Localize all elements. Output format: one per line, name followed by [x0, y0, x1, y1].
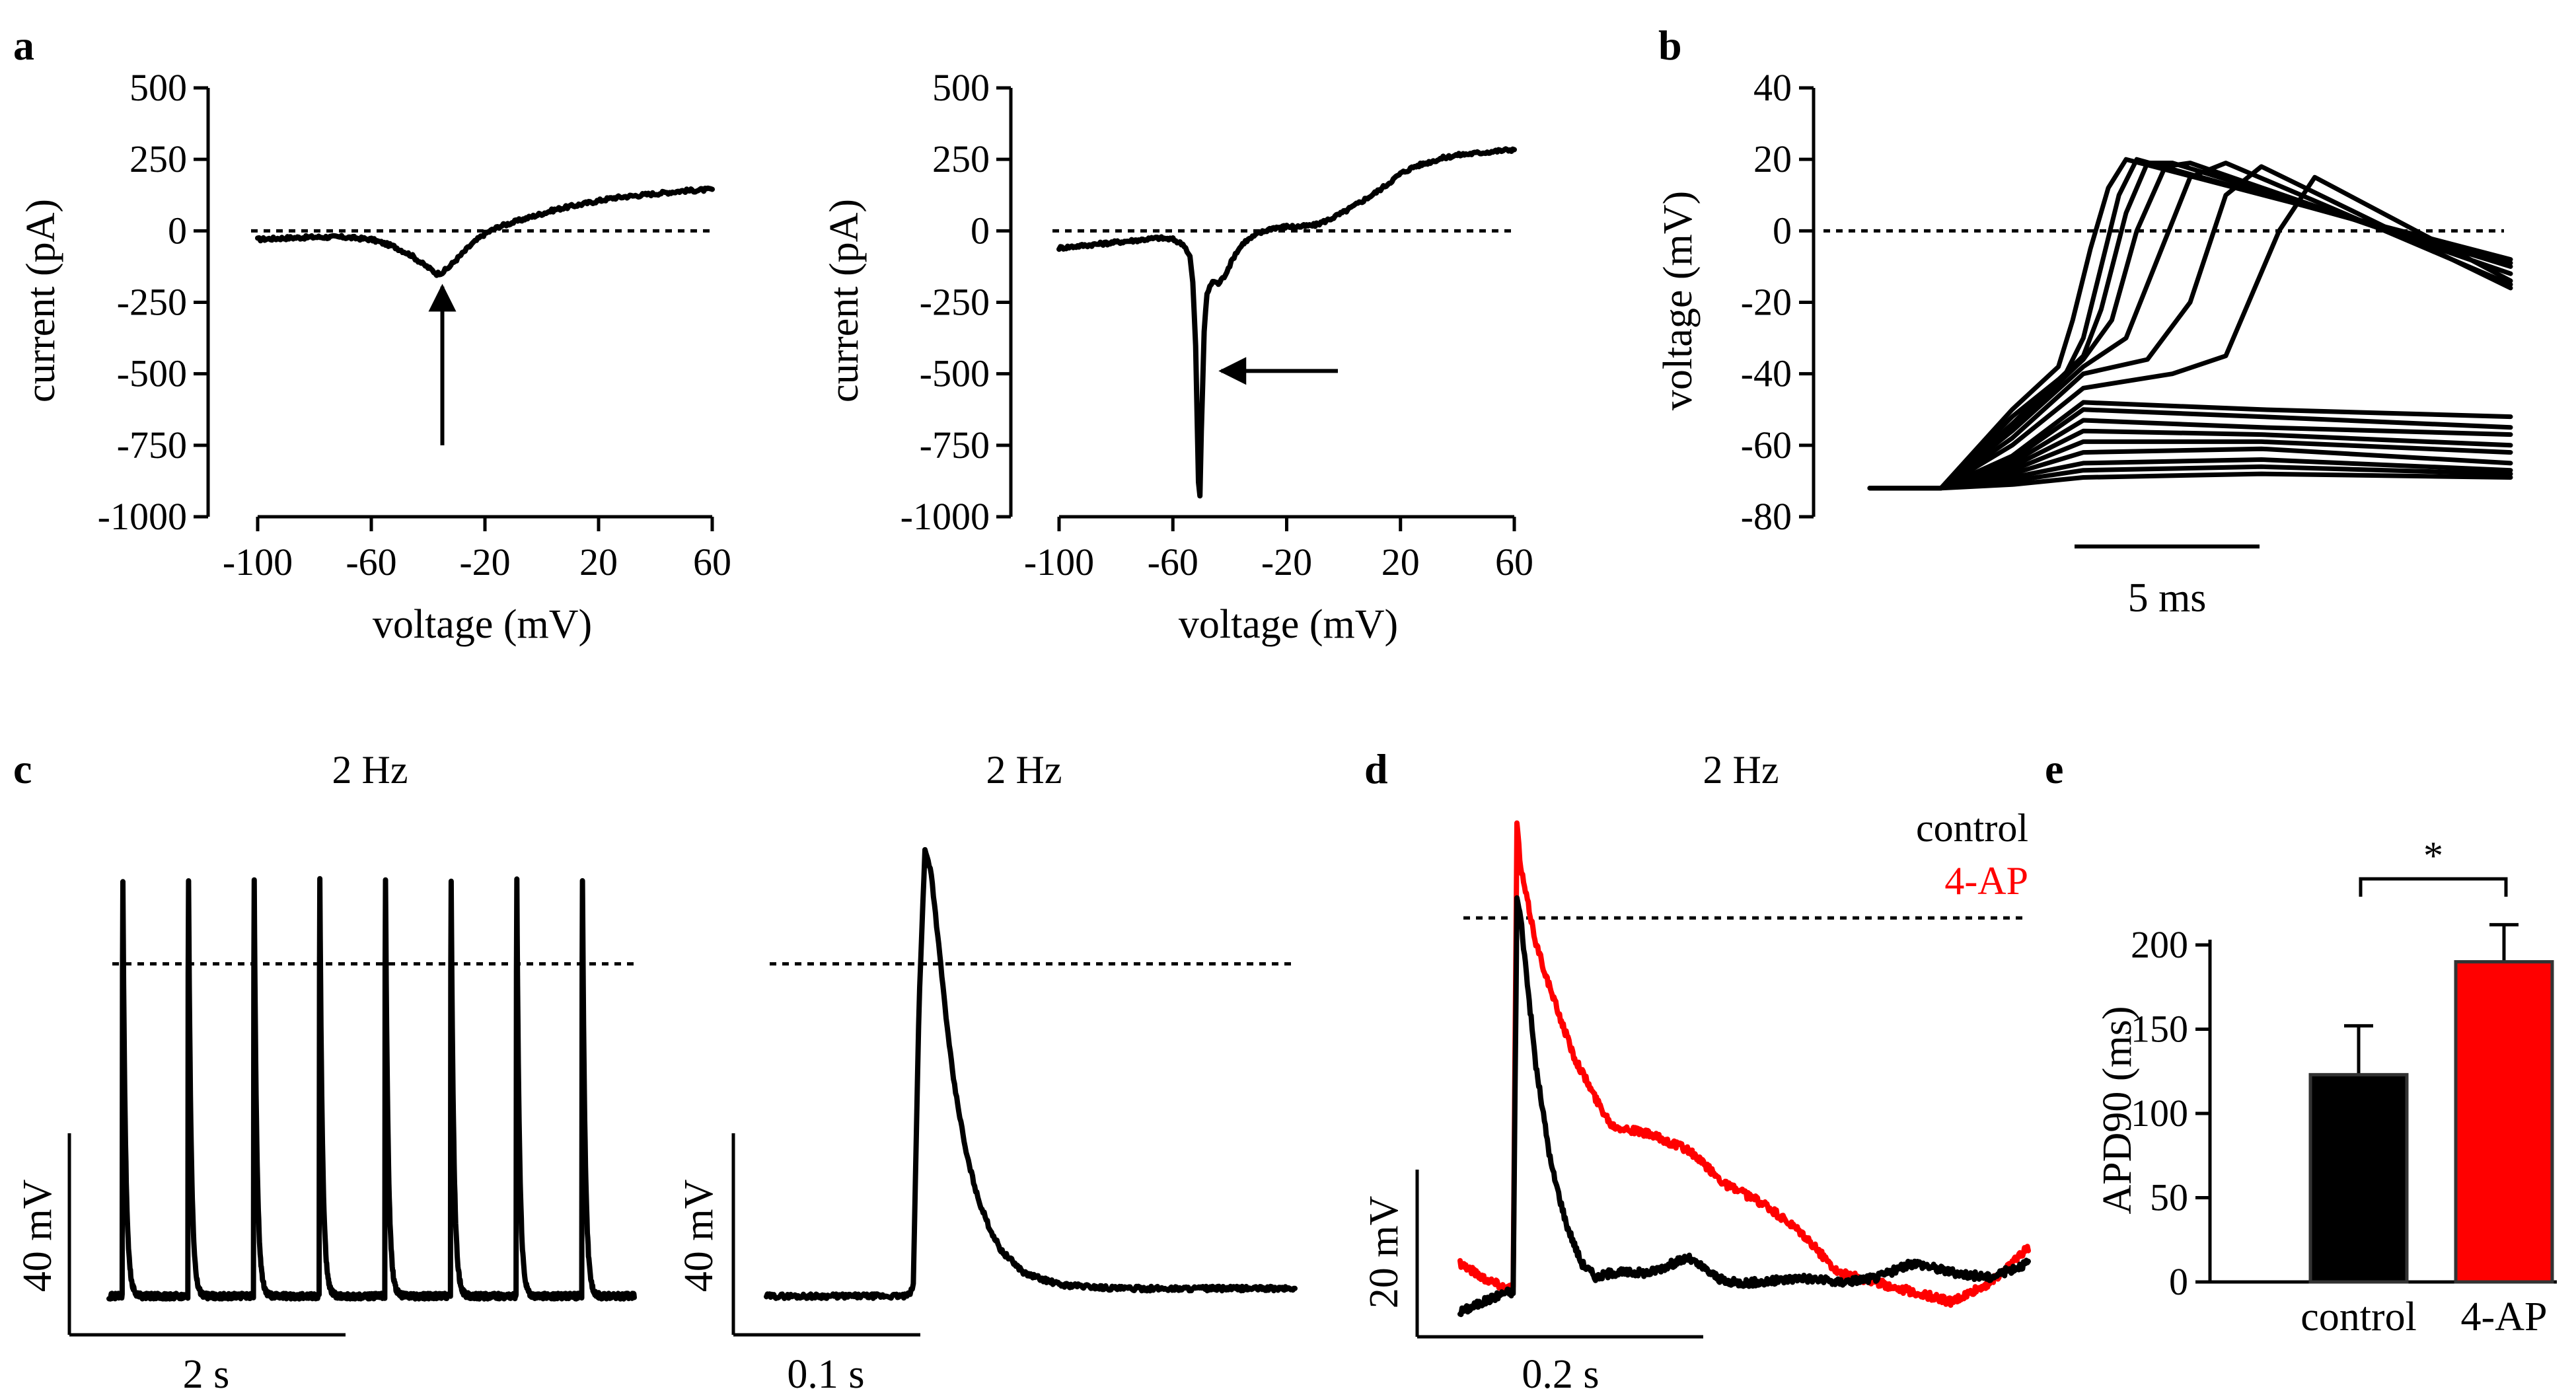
y-tick-label: -1000 [901, 495, 990, 538]
significance-bracket [2359, 877, 2508, 897]
y-tick-label: -20 [1741, 281, 1792, 324]
x-axis-label: voltage (mV) [373, 602, 592, 647]
panel-label-c: c [13, 745, 32, 792]
x-tick-label: -20 [459, 541, 510, 583]
trace-4ap [1457, 820, 2031, 1308]
y-tick-label: 0 [1773, 209, 1792, 252]
y-axis-label: current (pA) [18, 199, 63, 402]
y-tick-label: -500 [117, 352, 187, 395]
time-scalebar-label: 5 ms [2128, 576, 2207, 620]
sweep-16 [1867, 157, 2513, 491]
x-tick-label: -60 [346, 541, 396, 583]
voltage-scalebar-label: 40 mV [677, 1180, 721, 1293]
x-axis-label: voltage (mV) [1179, 602, 1398, 647]
x-tick-label: -100 [223, 541, 293, 583]
bar-control [2308, 1072, 2409, 1284]
y-axis-label: APD90 (ms) [2095, 1006, 2140, 1214]
ap-train-plot: 2 Hz 40 mV 2 s [15, 748, 637, 1389]
time-scalebar-label: 0.1 s [787, 1352, 864, 1389]
category-label-control: control [2300, 1295, 2417, 1339]
single-ap-plot: 2 Hz 40 mV 0.1 s [677, 748, 1298, 1389]
panel-label-d: d [1364, 745, 1388, 792]
y-tick-label: 500 [129, 66, 187, 109]
ap-comparison-plot: 2 Hz control 4-AP 20 mV 0.2 s [1362, 748, 2031, 1389]
y-tick-label: -80 [1741, 495, 1792, 538]
panel-label-b: b [1658, 22, 1682, 69]
y-tick-label: 40 [1753, 66, 1792, 109]
plot-title: 2 Hz [986, 748, 1062, 792]
y-tick-label: -250 [117, 281, 187, 324]
y-tick-label: -1000 [98, 495, 187, 538]
y-tick-label: 0 [2169, 1260, 2188, 1303]
ap-family-plot: -80 -60 -40 -20 0 20 40 5 ms voltage (mV) [1656, 66, 2513, 620]
y-tick-label: 0 [971, 209, 990, 252]
time-scalebar-label: 0.2 s [1522, 1352, 1599, 1389]
plot-title: 2 Hz [1703, 748, 1779, 792]
iv-plot-left: -1000 -750 -500 -250 0 250 500 -100 -60 -20 20 60 v… [18, 66, 731, 647]
y-axis-label: voltage (mV) [1656, 191, 1701, 410]
iv-trace [1056, 146, 1517, 499]
y-tick-label: 0 [168, 209, 187, 252]
x-tick-label: -60 [1148, 541, 1198, 583]
y-tick-label: -60 [1741, 424, 1792, 467]
y-tick-label: 100 [2131, 1092, 2188, 1135]
voltage-scalebar-label: 40 mV [15, 1180, 60, 1293]
y-tick-label: 20 [1753, 137, 1792, 180]
y-tick-label: -250 [920, 281, 990, 324]
bar-4-AP [2454, 960, 2554, 1284]
category-label-4ap: 4-AP [2461, 1295, 2548, 1339]
panel-label-e: e [2045, 745, 2063, 792]
voltage-scalebar-label: 20 mV [1362, 1196, 1407, 1309]
iv-plot-right: -1000 -750 -500 -250 0 250 500 -100 -60 -20 20 60 v… [822, 66, 1533, 647]
y-tick-label: 200 [2131, 923, 2188, 966]
x-tick-label: 20 [579, 541, 618, 583]
apd90-bar-chart: 0 50 100 150 200 * control 4-AP APD90 (ms) [2095, 834, 2557, 1339]
y-tick-label: -500 [920, 352, 990, 395]
y-tick-label: 150 [2131, 1008, 2188, 1051]
legend-control: control [1916, 806, 2028, 850]
y-tick-label: 250 [129, 137, 187, 180]
single-ap-trace [764, 846, 1298, 1301]
y-axis-label: current (pA) [822, 199, 867, 402]
x-tick-label: -100 [1024, 541, 1094, 583]
panel-label-a: a [13, 22, 34, 69]
ap-train-trace [106, 876, 637, 1302]
x-tick-label: 60 [693, 541, 731, 583]
iv-trace [255, 185, 715, 278]
significance-star: * [2423, 834, 2443, 878]
plot-title: 2 Hz [332, 748, 408, 792]
y-tick-label: 50 [2150, 1176, 2188, 1219]
y-tick-label: -750 [920, 424, 990, 467]
time-scalebar-label: 2 s [183, 1352, 230, 1389]
x-tick-label: -20 [1261, 541, 1312, 583]
x-tick-label: 60 [1495, 541, 1533, 583]
legend-4ap: 4-AP [1944, 859, 2028, 903]
y-tick-label: 250 [932, 137, 990, 180]
y-tick-label: -40 [1741, 352, 1792, 395]
y-tick-label: 500 [932, 66, 990, 109]
y-tick-label: -750 [117, 424, 187, 467]
trace-control [1457, 895, 2031, 1318]
x-tick-label: 20 [1381, 541, 1420, 583]
